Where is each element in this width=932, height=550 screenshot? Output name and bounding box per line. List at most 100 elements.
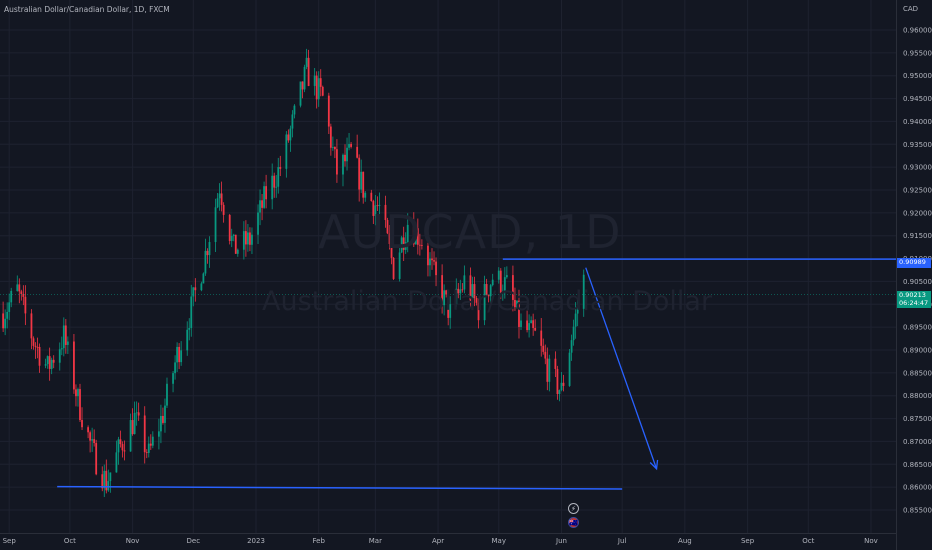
level-price-tag: 0.90989 (897, 258, 931, 268)
candle-body (216, 198, 219, 208)
candle (501, 284, 504, 301)
candle-body (137, 412, 140, 416)
candle-body (62, 325, 65, 349)
candle (236, 248, 239, 257)
candle (172, 371, 174, 393)
candle (131, 408, 134, 436)
candle-body (461, 289, 464, 291)
price-tick-label: 0.94500 (903, 95, 932, 103)
candle-body (103, 470, 106, 489)
candle-body (180, 350, 183, 363)
candle-body (93, 439, 96, 444)
candle-body (305, 57, 308, 67)
candle-body (208, 242, 211, 256)
candle (279, 155, 282, 177)
candle-body (420, 245, 423, 246)
time-tick-label: Dec (187, 537, 201, 545)
candle-body (275, 186, 278, 188)
candle-body (576, 308, 579, 314)
candle-body (291, 114, 294, 129)
candle (356, 134, 359, 159)
candle (305, 48, 308, 70)
candle (178, 343, 181, 370)
candle (95, 439, 98, 476)
last-price-tag: 0.90213 06:24:47 (897, 291, 931, 308)
candle-body (293, 105, 296, 115)
chart-grid (0, 0, 896, 533)
candle-body (38, 346, 41, 366)
candle (540, 318, 543, 357)
price-tick-label: 0.86500 (903, 461, 932, 469)
candle-body (491, 279, 494, 286)
candle (234, 234, 237, 254)
candle-body (431, 258, 433, 261)
candle (530, 316, 533, 324)
candle-body (257, 212, 259, 235)
candle (62, 317, 65, 357)
price-tick-label: 0.93500 (903, 141, 932, 149)
candle-body (8, 302, 11, 312)
candle-body (279, 167, 282, 169)
candle-body (157, 431, 160, 437)
price-tick-label: 0.89500 (903, 324, 932, 332)
candle-body (542, 345, 545, 352)
candle-body (95, 443, 98, 475)
last-price-value: 0.90213 (899, 291, 926, 299)
candle (360, 159, 363, 194)
candle-body (463, 275, 466, 290)
candle-body (285, 134, 288, 169)
candle (350, 141, 352, 149)
candle (174, 355, 176, 380)
candle-body (273, 175, 276, 188)
candle-body (2, 313, 5, 329)
candle (528, 314, 531, 338)
economic-event-flag-icon[interactable]: 🇦🇺 (568, 517, 579, 528)
candle (79, 383, 81, 422)
candle (461, 283, 464, 293)
candle (50, 357, 53, 375)
candle-body (560, 382, 563, 391)
candle-body (190, 296, 193, 329)
flash-event-icon[interactable]: ⚡ (568, 503, 579, 514)
candle (133, 401, 136, 435)
candle (412, 212, 415, 247)
candle-body (372, 201, 375, 216)
candle-body (123, 450, 126, 452)
candle-body (204, 250, 207, 274)
candle (93, 429, 96, 447)
candle (265, 174, 268, 209)
price-tick-label: 0.95000 (903, 72, 932, 80)
candle (386, 217, 389, 235)
candle (137, 402, 140, 421)
price-tick-label: 0.89000 (903, 347, 932, 355)
candle-body (44, 364, 47, 366)
candle (143, 406, 146, 464)
candle-body (151, 436, 154, 446)
candle (6, 302, 9, 329)
candle-body (64, 325, 67, 345)
candle (497, 267, 500, 284)
candle (441, 264, 444, 314)
candle (459, 279, 462, 300)
candle (24, 285, 27, 326)
candle (285, 131, 288, 178)
candle-body (105, 470, 108, 491)
candle-body (77, 389, 79, 397)
candle (60, 336, 63, 356)
candle (160, 404, 162, 444)
candle (232, 233, 235, 242)
candle-body (234, 234, 237, 254)
candle (289, 125, 292, 152)
candle (362, 171, 365, 204)
symbol-header[interactable]: Australian Dollar/Canadian Dollar, 1D, F… (4, 5, 170, 14)
candle-body (32, 338, 35, 346)
candle (208, 236, 211, 268)
candle (562, 374, 565, 392)
candle-body (75, 389, 77, 397)
candle-body (251, 234, 253, 245)
candle (176, 342, 179, 373)
price-tick-label: 0.88000 (903, 392, 932, 400)
candle (390, 239, 393, 265)
candle-body (52, 359, 55, 363)
